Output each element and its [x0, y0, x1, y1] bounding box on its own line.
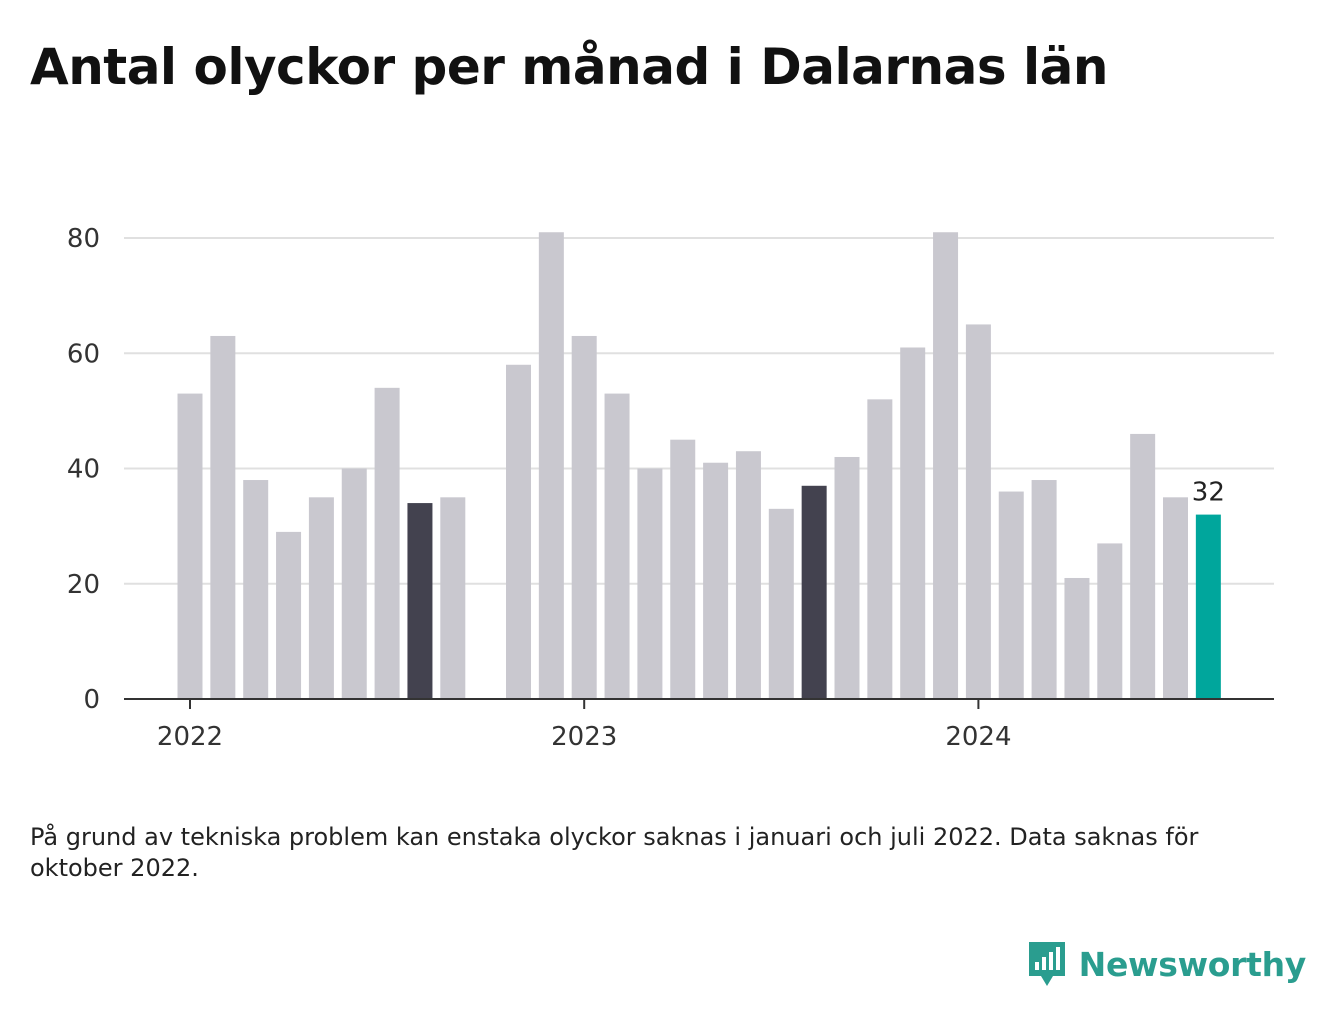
data-labels: 32 [1192, 478, 1225, 508]
bar [308, 497, 334, 699]
bar [341, 468, 367, 699]
bar [768, 508, 794, 699]
bar [571, 335, 597, 699]
x-axis-ticks: 2022 2023 2024 [157, 699, 1011, 752]
bar [276, 531, 302, 699]
bars [177, 232, 1221, 700]
bar [670, 439, 696, 699]
bar [900, 347, 926, 699]
bar [1064, 577, 1090, 699]
y-tick-label: 20 [67, 570, 100, 600]
bar-highlight [407, 503, 433, 699]
x-tick-label: 2023 [551, 722, 617, 752]
bar [998, 491, 1024, 699]
bar [867, 399, 893, 699]
brand-name: Newsworthy [1078, 944, 1307, 984]
bar [637, 468, 663, 699]
bar [177, 393, 203, 699]
bar [965, 324, 991, 699]
bar-chart: 0 20 40 60 80 2022 2023 2024 32 [67, 224, 1274, 752]
footnote: På grund av tekniska problem kan enstaka… [30, 823, 1199, 882]
bar [1163, 497, 1188, 699]
x-tick-label: 2024 [945, 722, 1011, 752]
bar [1031, 480, 1057, 699]
bar [210, 335, 236, 699]
brand-logo: Newsworthy [1027, 940, 1306, 988]
chart-title: Antal olyckor per månad i Dalarnas län [30, 38, 1108, 96]
bar [703, 462, 729, 699]
data-label-latest: 32 [1192, 478, 1225, 508]
bar [1130, 433, 1156, 699]
bar [1097, 543, 1123, 699]
y-tick-label: 60 [67, 339, 100, 369]
bar-highlight [801, 485, 827, 699]
bar [834, 456, 860, 699]
y-tick-label: 80 [67, 224, 100, 254]
bar [735, 451, 761, 699]
bar [243, 480, 269, 699]
y-axis-ticks: 0 20 40 60 80 [67, 224, 100, 715]
bar [506, 364, 531, 699]
y-tick-label: 0 [83, 685, 100, 715]
bar [538, 232, 564, 700]
bar [933, 232, 959, 700]
y-tick-label: 40 [67, 455, 100, 485]
newsworthy-logo-icon [1028, 942, 1065, 986]
bar [374, 387, 400, 699]
bar [604, 393, 630, 699]
bar-latest [1195, 514, 1221, 699]
x-tick-label: 2022 [157, 722, 223, 752]
bar [440, 497, 466, 699]
